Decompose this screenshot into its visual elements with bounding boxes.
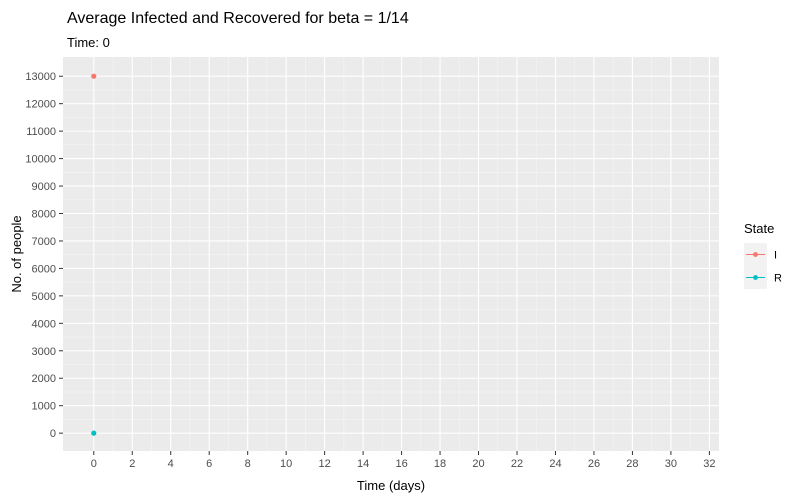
y-tick-label: 5000 [32, 291, 56, 303]
y-axis-title: No. of people [9, 215, 24, 292]
x-tick-label: 24 [549, 458, 561, 470]
x-tick-label: 4 [168, 458, 174, 470]
x-tick-label: 18 [434, 458, 446, 470]
x-tick-label: 26 [588, 458, 600, 470]
x-tick-label: 20 [472, 458, 484, 470]
y-tick-label: 4000 [32, 318, 56, 330]
y-tick-label: 7000 [32, 236, 56, 248]
data-point-I [91, 73, 97, 79]
chart-subtitle: Time: 0 [67, 35, 110, 50]
x-tick-label: 6 [206, 458, 212, 470]
x-tick-label: 10 [280, 458, 292, 470]
y-tick-label: 12000 [25, 99, 56, 111]
x-tick-label: 16 [395, 458, 407, 470]
legend-key-point-R [753, 275, 758, 280]
x-tick-label: 12 [319, 458, 331, 470]
legend: State IR [744, 221, 782, 289]
legend-title: State [744, 221, 774, 236]
legend-label-R: R [774, 273, 782, 285]
grid-major [63, 57, 719, 451]
data-points [91, 73, 97, 436]
y-axis: 0 1000 2000 3000 4000 5000 6000 7000 8000 9000 100… [25, 71, 63, 440]
x-tick-label: 8 [245, 458, 251, 470]
y-tick-label: 0 [50, 428, 56, 440]
x-tick-label: 2 [129, 458, 135, 470]
y-tick-label: 3000 [32, 346, 56, 358]
y-tick-label: 1000 [32, 401, 56, 413]
legend-label-I: I [774, 250, 777, 262]
x-tick-label: 28 [626, 458, 638, 470]
x-tick-label: 32 [703, 458, 715, 470]
y-tick-label: 8000 [32, 209, 56, 221]
y-tick-label: 13000 [25, 71, 56, 83]
y-tick-label: 10000 [25, 154, 56, 166]
plot-panel [63, 57, 719, 451]
x-tick-label: 14 [357, 458, 369, 470]
data-point-R [91, 430, 97, 436]
x-tick-label: 22 [511, 458, 523, 470]
x-tick-label: 30 [665, 458, 677, 470]
x-tick-label: 0 [91, 458, 97, 470]
x-axis-title: Time (days) [357, 478, 425, 493]
legend-key-point-I [753, 252, 758, 257]
y-tick-label: 6000 [32, 263, 56, 275]
x-axis: 0 2 4 6 8 10 12 14 16 18 20 22 24 26 28 30 32 [91, 451, 716, 470]
y-tick-label: 2000 [32, 373, 56, 385]
chart-title: Average Infected and Recovered for beta … [67, 10, 409, 27]
grid-minor [63, 57, 719, 451]
y-tick-label: 9000 [32, 181, 56, 193]
y-tick-label: 11000 [26, 126, 56, 138]
